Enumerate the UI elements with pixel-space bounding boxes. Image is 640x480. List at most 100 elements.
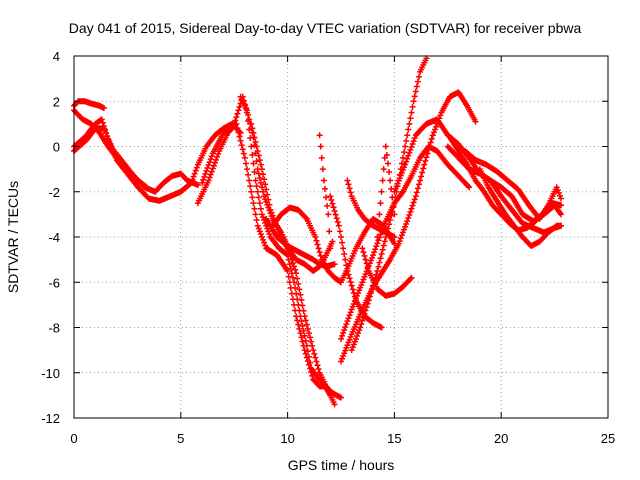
data-point [257, 179, 264, 186]
data-point [284, 267, 291, 274]
data-point [345, 315, 352, 322]
data-point [556, 192, 563, 199]
data-point [327, 392, 334, 399]
data-point [297, 291, 304, 298]
data-point [342, 256, 349, 263]
data-point [380, 242, 387, 249]
data-point [257, 205, 264, 212]
data-point [349, 286, 356, 293]
data-point [256, 175, 263, 182]
data-point [260, 188, 267, 195]
data-point [255, 194, 262, 201]
data-point [358, 321, 365, 328]
data-point [375, 222, 382, 229]
data-point [378, 188, 385, 195]
data-point [343, 321, 350, 328]
data-point [269, 212, 276, 219]
data-point [292, 266, 299, 273]
data-point [375, 263, 382, 270]
data-point [387, 217, 394, 224]
x-axis: 0 5 10 15 20 25 [70, 56, 615, 446]
data-point [99, 119, 106, 126]
data-point [333, 215, 340, 222]
data-point [412, 88, 419, 95]
data-point [408, 205, 415, 212]
data-point [258, 234, 265, 240]
data-point [268, 209, 275, 216]
data-point [342, 324, 349, 331]
data-point [372, 246, 379, 253]
y-tick-label: -6 [48, 275, 60, 290]
data-point [409, 103, 416, 110]
data-point [248, 188, 255, 195]
data-point [391, 234, 398, 240]
data-point [424, 150, 431, 157]
data-point [340, 245, 347, 252]
data-point [335, 222, 342, 229]
data-point [404, 218, 411, 225]
data-point [336, 228, 343, 235]
data-point [261, 176, 268, 183]
data-point [554, 187, 561, 194]
data-point [361, 310, 368, 317]
data-point [325, 211, 332, 218]
data-point [555, 189, 562, 196]
data-point [403, 158, 410, 165]
data-point [407, 208, 414, 215]
data-point [363, 304, 370, 311]
data-point [341, 250, 348, 257]
data-point [213, 156, 220, 163]
data-point [313, 237, 320, 244]
data-point [397, 235, 404, 242]
data-point [232, 117, 239, 124]
data-point [207, 156, 214, 163]
data-point [250, 129, 257, 136]
series-5 [194, 120, 344, 401]
data-point [304, 325, 311, 332]
data-point [314, 362, 321, 369]
data-point [326, 228, 333, 235]
data-point [285, 273, 292, 280]
data-point [303, 321, 310, 328]
data-point [308, 338, 315, 345]
data-point [403, 220, 410, 227]
x-tick-label: 10 [280, 431, 294, 446]
data-point [294, 275, 301, 282]
series-15 [348, 55, 430, 354]
data-point [293, 290, 300, 297]
data-point [411, 196, 418, 203]
data-point [411, 135, 418, 142]
data-point [417, 177, 424, 184]
data-point [289, 274, 296, 281]
data-point [558, 202, 565, 209]
data-point [356, 327, 363, 334]
data-point [350, 341, 357, 348]
data-point [351, 338, 358, 345]
data-point [352, 335, 359, 342]
data-point [205, 162, 212, 169]
data-point [354, 332, 361, 339]
data-point [341, 326, 348, 333]
data-point [410, 199, 417, 206]
data-point [412, 193, 419, 200]
y-tick-label: 2 [53, 94, 60, 109]
data-point [408, 109, 415, 116]
data-point [338, 335, 344, 342]
data-point [190, 173, 197, 180]
data-point [246, 116, 253, 123]
data-point [252, 138, 259, 145]
data-point [200, 176, 207, 183]
data-point [208, 168, 215, 175]
data-point [291, 279, 298, 286]
data-point [427, 139, 434, 146]
data-point [315, 245, 322, 252]
data-point [296, 286, 303, 293]
series-22 [476, 166, 565, 250]
data-point [415, 73, 422, 80]
data-point [191, 170, 198, 177]
data-point [408, 274, 415, 281]
data-point [345, 181, 352, 188]
data-point [357, 324, 364, 331]
data-point [433, 123, 440, 130]
data-point [266, 231, 273, 238]
